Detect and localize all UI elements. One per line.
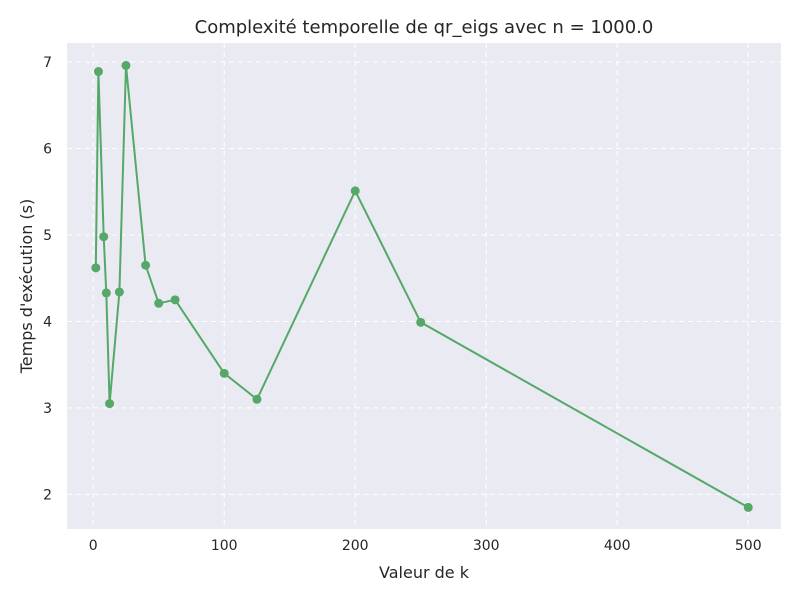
chart-title: Complexité temporelle de qr_eigs avec n … — [195, 17, 654, 38]
data-point — [101, 288, 111, 298]
data-point — [93, 67, 103, 77]
series-layer — [91, 60, 753, 512]
x-axis-label: Valeur de k — [379, 563, 470, 582]
data-point — [154, 298, 164, 308]
x-axis-ticks: 0 100 200 300 400 500 — [89, 538, 762, 554]
gridlines — [67, 43, 781, 529]
data-point — [99, 232, 109, 242]
data-point — [219, 368, 229, 378]
y-tick-label: 7 — [43, 55, 52, 71]
x-tick-label: 300 — [473, 538, 500, 554]
y-axis-ticks: 2 3 4 5 6 7 — [43, 55, 52, 503]
data-point — [252, 394, 262, 404]
y-axis-label: Temps d'exécution (s) — [17, 199, 36, 375]
plot-area — [67, 43, 781, 529]
y-tick-label: 6 — [43, 142, 52, 158]
y-tick-label: 4 — [43, 314, 52, 330]
data-point — [105, 399, 115, 409]
data-point — [743, 502, 753, 512]
y-tick-label: 5 — [43, 228, 52, 244]
x-tick-label: 400 — [604, 538, 631, 554]
x-tick-label: 200 — [342, 538, 369, 554]
data-point — [170, 295, 180, 305]
y-tick-label: 3 — [43, 401, 52, 417]
data-point — [114, 287, 124, 297]
data-point — [91, 263, 101, 273]
x-tick-label: 100 — [211, 538, 238, 554]
y-tick-label: 2 — [43, 487, 52, 503]
data-point — [121, 60, 131, 70]
data-point — [350, 186, 360, 196]
data-point — [141, 260, 151, 270]
x-tick-label: 500 — [735, 538, 762, 554]
x-tick-label: 0 — [89, 538, 98, 554]
data-point — [416, 317, 426, 327]
